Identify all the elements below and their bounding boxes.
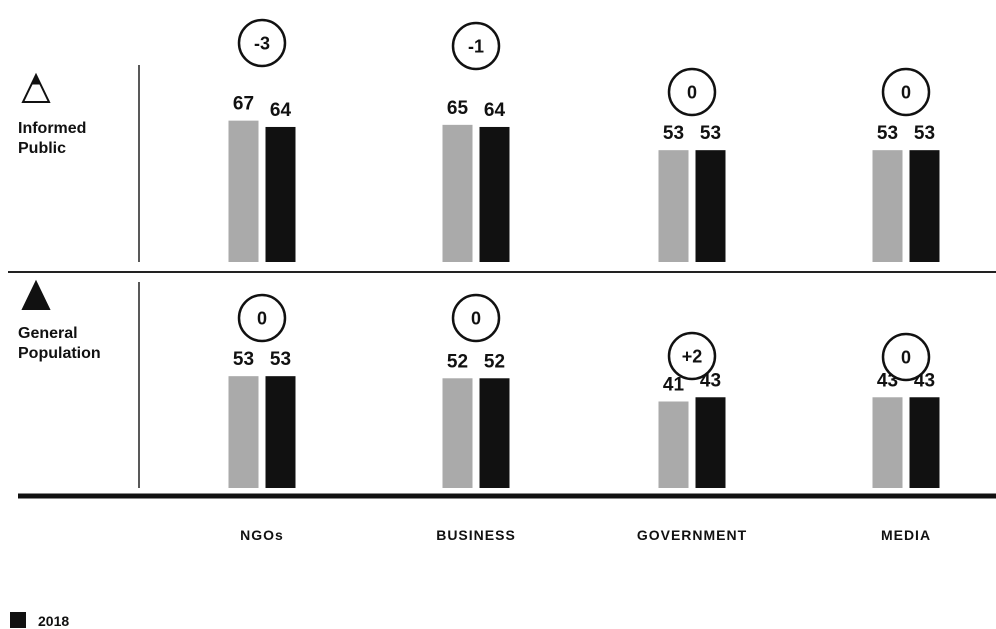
dividers bbox=[8, 65, 996, 499]
bar-2018 bbox=[695, 150, 726, 262]
filled-triangle-icon bbox=[21, 279, 51, 310]
bar-2018 bbox=[265, 126, 296, 263]
change-circle bbox=[237, 293, 287, 343]
category-label: MEDIA bbox=[881, 527, 931, 543]
bar-2018 bbox=[695, 397, 726, 488]
bar-value-label: 53 bbox=[663, 123, 684, 144]
change-label: 0 bbox=[901, 83, 911, 103]
bar-2018 bbox=[479, 126, 510, 263]
bar-value-label: 64 bbox=[484, 100, 506, 121]
legend-swatch bbox=[10, 612, 26, 628]
change-circle bbox=[881, 332, 931, 382]
bar-prior bbox=[228, 120, 259, 262]
bar-value-label: 41 bbox=[663, 374, 685, 395]
segment-label: Informed bbox=[18, 120, 86, 137]
category-label: BUSINESS bbox=[436, 527, 516, 543]
segment-label: Population bbox=[18, 345, 101, 362]
bar-value-label: 64 bbox=[270, 100, 292, 121]
change-circle bbox=[667, 67, 717, 117]
change-label: +2 bbox=[682, 347, 703, 367]
segment-labels: Informed Public General Population bbox=[18, 72, 101, 362]
bar-value-label: 53 bbox=[877, 123, 898, 144]
change-circle bbox=[451, 21, 501, 71]
outline-triangle-icon bbox=[21, 72, 51, 103]
bar-2018 bbox=[265, 376, 296, 488]
bar-value-label: 53 bbox=[233, 349, 254, 370]
bar-2018 bbox=[909, 150, 940, 262]
bar-value-label: 53 bbox=[270, 349, 291, 370]
bar-value-label: 52 bbox=[484, 351, 505, 372]
legend: 2018 bbox=[10, 612, 69, 629]
change-circle bbox=[451, 293, 501, 343]
category-label: NGOs bbox=[240, 527, 284, 543]
change-label: 0 bbox=[257, 309, 267, 329]
change-label: -1 bbox=[468, 37, 484, 57]
segment-label: General bbox=[18, 325, 78, 342]
bar-2018 bbox=[909, 397, 940, 488]
bar-value-label: 67 bbox=[233, 94, 254, 115]
change-label: 0 bbox=[471, 309, 481, 329]
bar-prior bbox=[658, 150, 689, 262]
bar-prior bbox=[658, 401, 689, 488]
bar-prior bbox=[442, 124, 473, 262]
change-label: 0 bbox=[687, 83, 697, 103]
change-label: -3 bbox=[254, 34, 270, 54]
bar-value-label: 53 bbox=[914, 123, 935, 144]
change-label: 0 bbox=[901, 348, 911, 368]
change-circle bbox=[667, 331, 717, 381]
change-circle bbox=[881, 67, 931, 117]
category-label: GOVERNMENT bbox=[637, 527, 747, 543]
bar-2018 bbox=[479, 378, 510, 488]
change-circle bbox=[237, 18, 287, 68]
bar-value-label: 53 bbox=[700, 123, 721, 144]
bar-value-label: 65 bbox=[447, 98, 469, 119]
legend-label: 2018 bbox=[38, 613, 69, 629]
bar-prior bbox=[228, 376, 259, 488]
bar-prior bbox=[872, 397, 903, 488]
bar-prior bbox=[872, 150, 903, 262]
bar-prior bbox=[442, 378, 473, 488]
segment-label: Public bbox=[18, 140, 66, 157]
bar-value-label: 52 bbox=[447, 351, 468, 372]
category-labels: NGOs BUSINESS GOVERNMENT MEDIA bbox=[240, 527, 931, 543]
